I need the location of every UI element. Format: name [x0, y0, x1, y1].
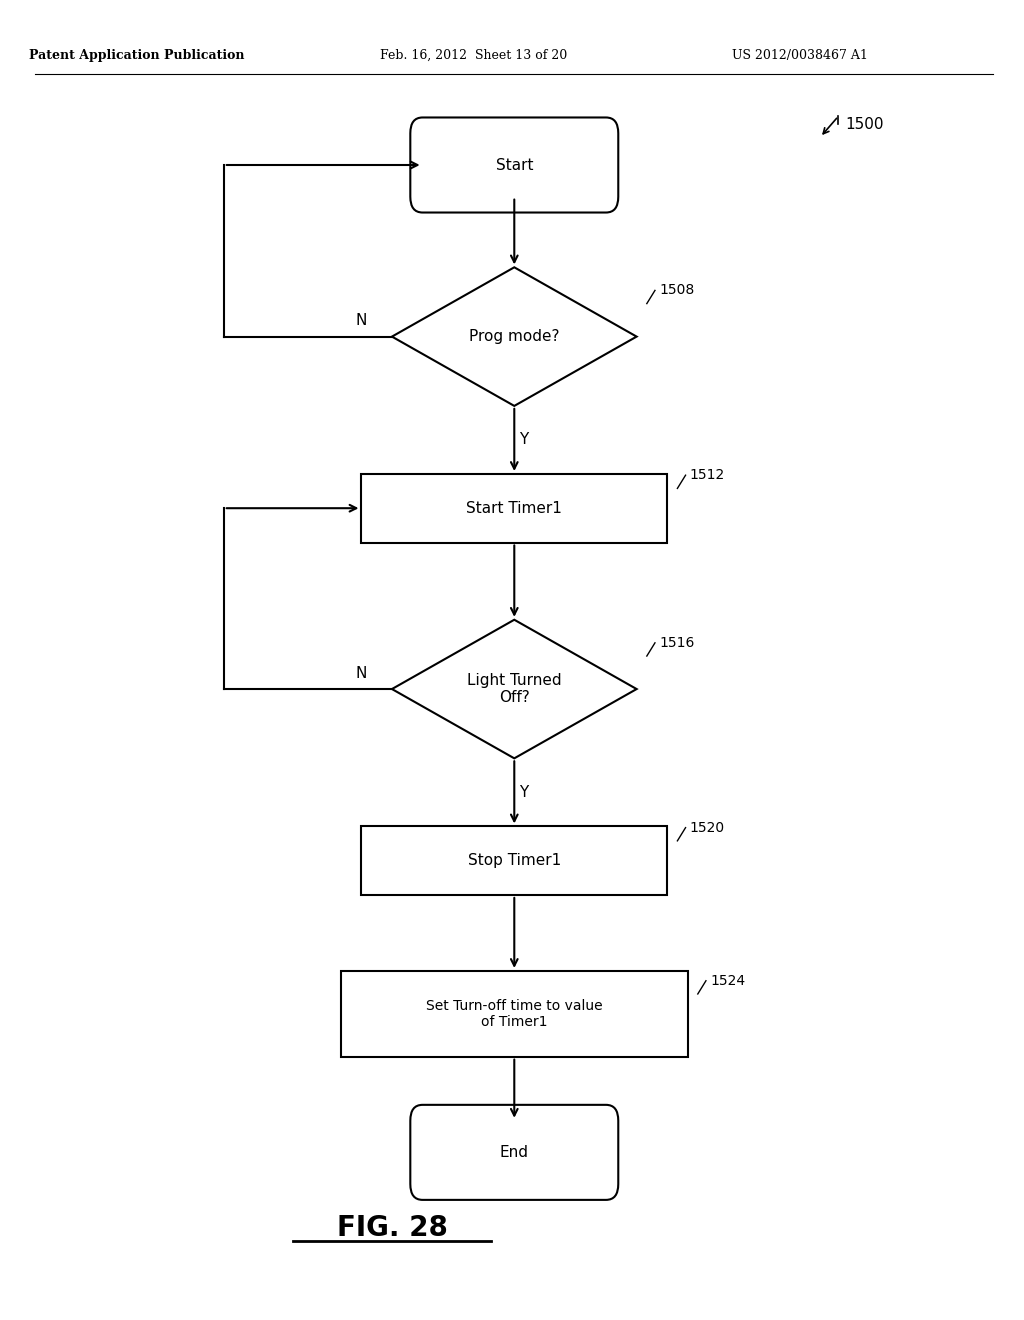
- Text: 1524: 1524: [710, 974, 745, 987]
- Text: Set Turn-off time to value
of Timer1: Set Turn-off time to value of Timer1: [426, 999, 602, 1028]
- Text: Start Timer1: Start Timer1: [466, 500, 562, 516]
- Text: Prog mode?: Prog mode?: [469, 329, 559, 345]
- Text: 1512: 1512: [689, 469, 725, 482]
- Text: End: End: [500, 1144, 528, 1160]
- FancyBboxPatch shape: [411, 1105, 618, 1200]
- Text: Feb. 16, 2012  Sheet 13 of 20: Feb. 16, 2012 Sheet 13 of 20: [380, 49, 567, 62]
- Text: 1508: 1508: [659, 284, 694, 297]
- Text: N: N: [355, 665, 367, 681]
- Text: Patent Application Publication: Patent Application Publication: [30, 49, 245, 62]
- Text: Stop Timer1: Stop Timer1: [468, 853, 561, 869]
- Bar: [361, 474, 668, 543]
- Text: 1516: 1516: [659, 636, 694, 649]
- Text: N: N: [355, 313, 367, 329]
- FancyBboxPatch shape: [411, 117, 618, 213]
- Text: Start: Start: [496, 157, 534, 173]
- Text: Light Turned
Off?: Light Turned Off?: [467, 673, 561, 705]
- Text: Y: Y: [519, 785, 528, 800]
- Text: 1520: 1520: [689, 821, 725, 834]
- Text: US 2012/0038467 A1: US 2012/0038467 A1: [732, 49, 867, 62]
- Bar: [361, 826, 668, 895]
- Bar: [341, 972, 687, 1056]
- Text: FIG. 28: FIG. 28: [337, 1213, 447, 1242]
- Polygon shape: [392, 620, 637, 758]
- Text: 1500: 1500: [846, 116, 884, 132]
- Text: Y: Y: [519, 433, 528, 447]
- Polygon shape: [392, 267, 637, 407]
